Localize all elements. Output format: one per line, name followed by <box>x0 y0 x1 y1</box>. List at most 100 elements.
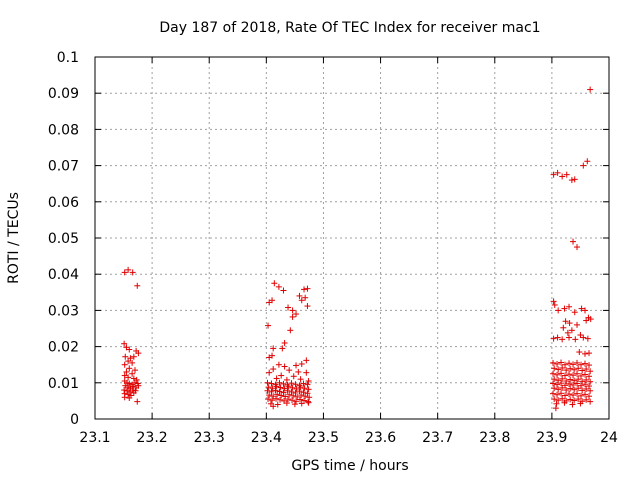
data-point <box>562 392 569 399</box>
data-point <box>273 375 280 382</box>
data-point <box>575 376 582 383</box>
data-point <box>558 359 565 366</box>
data-point <box>298 392 305 399</box>
data-point <box>126 365 133 372</box>
data-point <box>563 171 570 178</box>
x-tick-label: 23.6 <box>365 430 396 446</box>
data-point <box>550 390 557 397</box>
data-point <box>562 382 569 389</box>
x-tick-label: 23.7 <box>422 430 453 446</box>
data-point <box>570 392 577 399</box>
data-point <box>280 380 287 387</box>
data-point <box>306 394 313 401</box>
data-point <box>281 339 288 346</box>
data-point <box>274 391 281 398</box>
data-point <box>130 353 137 360</box>
data-point <box>551 376 558 383</box>
data-point <box>575 396 582 403</box>
data-point <box>301 385 308 392</box>
data-point <box>135 350 142 357</box>
data-point <box>305 386 312 393</box>
data-point <box>586 362 593 369</box>
data-point <box>574 244 581 251</box>
data-point <box>265 384 272 391</box>
data-point <box>586 373 593 380</box>
data-point <box>571 377 578 384</box>
data-point <box>566 360 573 367</box>
data-point <box>305 398 312 405</box>
data-point <box>302 294 309 301</box>
data-point <box>293 398 300 405</box>
data-point <box>572 336 579 343</box>
data-point <box>574 380 581 387</box>
data-point <box>582 381 589 388</box>
data-point <box>281 363 288 370</box>
data-point <box>270 366 277 373</box>
data-point <box>298 400 305 407</box>
data-point <box>563 377 570 384</box>
y-tick-label: 0.01 <box>48 376 79 392</box>
data-point <box>269 352 276 359</box>
data-point <box>574 390 581 397</box>
data-point <box>554 169 561 176</box>
data-point <box>567 396 574 403</box>
data-point <box>574 359 581 366</box>
data-point <box>297 396 304 403</box>
data-point <box>570 238 577 245</box>
data-point <box>265 322 272 329</box>
data-point <box>279 345 286 352</box>
data-point <box>583 376 590 383</box>
data-point <box>266 369 273 376</box>
data-point <box>285 383 292 390</box>
data-point <box>576 349 583 356</box>
data-point <box>121 340 128 347</box>
data-point <box>579 367 586 374</box>
data-point <box>131 367 138 374</box>
x-tick-labels: 23.1 23.2 23.3 23.4 23.5 23.6 23.7 23.8 23.9 24 <box>79 430 618 446</box>
x-tick-label: 23.4 <box>251 430 282 446</box>
data-point <box>284 387 291 394</box>
data-point <box>571 386 578 393</box>
data-point <box>280 287 287 294</box>
data-point <box>551 385 558 392</box>
data-point <box>570 372 577 379</box>
data-point <box>125 391 132 398</box>
data-point <box>566 334 573 341</box>
data-point <box>304 381 311 388</box>
data-point <box>563 387 570 394</box>
data-point <box>302 393 309 400</box>
data-point <box>296 388 303 395</box>
data-point <box>559 384 566 391</box>
data-point <box>584 335 591 342</box>
data-point <box>283 376 290 383</box>
data-point <box>286 391 293 398</box>
y-tick-label: 0.05 <box>48 231 79 247</box>
data-point <box>270 403 277 410</box>
data-point <box>303 357 310 364</box>
data-point <box>555 377 562 384</box>
data-point <box>568 327 575 334</box>
data-point <box>561 399 568 406</box>
data-point <box>288 380 295 387</box>
data-point <box>297 376 304 383</box>
data-point <box>121 372 128 379</box>
data-point <box>552 405 559 412</box>
data-point <box>559 336 566 343</box>
data-point <box>270 393 277 400</box>
data-point <box>123 368 130 375</box>
data-point <box>566 371 573 378</box>
data-point <box>551 301 558 308</box>
y-tick-label: 0.04 <box>48 267 79 283</box>
data-point <box>126 395 133 402</box>
y-tick-label: 0.1 <box>57 50 79 66</box>
data-point <box>566 303 573 310</box>
x-tick-label: 23.1 <box>79 430 110 446</box>
data-point <box>554 360 561 367</box>
data-point <box>566 391 573 398</box>
data-point <box>130 389 137 396</box>
data-point <box>558 390 565 397</box>
data-point <box>555 307 562 314</box>
data-point <box>586 383 593 390</box>
data-point <box>555 397 562 404</box>
data-point <box>282 393 289 400</box>
